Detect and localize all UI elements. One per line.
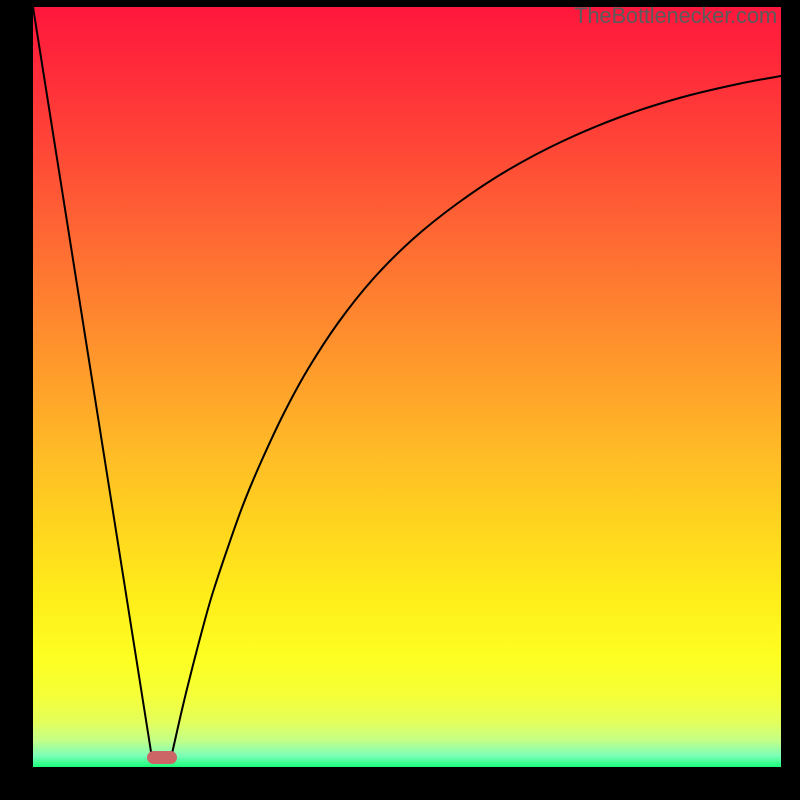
chart-frame: TheBottlenecker.com — [0, 0, 800, 800]
optimum-marker — [147, 751, 177, 764]
watermark-text: TheBottlenecker.com — [574, 3, 777, 29]
curve-layer — [0, 0, 800, 800]
